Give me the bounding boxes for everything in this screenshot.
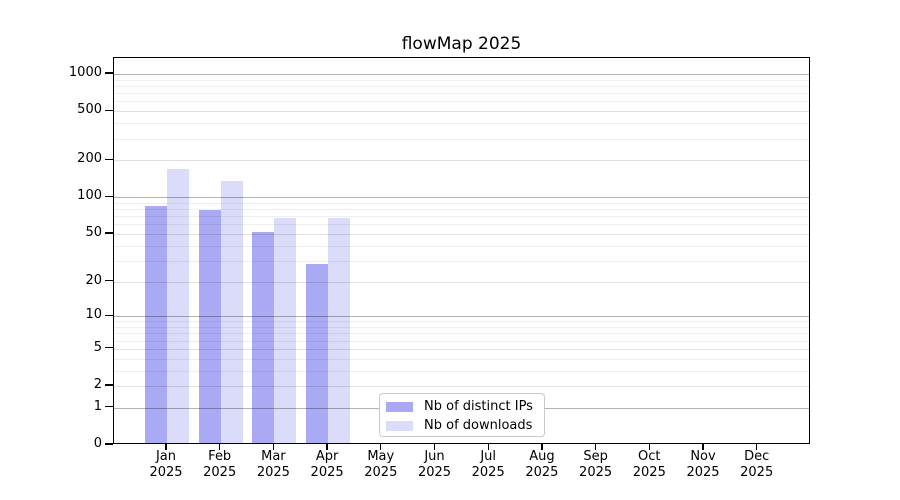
x-tick	[541, 444, 543, 450]
gridline-mid	[114, 281, 809, 283]
y-tick	[105, 384, 113, 386]
y-tick-label: 500	[77, 102, 102, 118]
bar-distinct-ips-apr	[306, 264, 329, 444]
x-tick	[648, 444, 650, 450]
y-tick	[105, 279, 113, 282]
x-tick	[487, 444, 489, 450]
gridline-minor	[114, 327, 809, 328]
x-tick-label-nov: Nov 2025	[686, 449, 720, 480]
x-tick	[165, 444, 167, 450]
x-tick	[594, 444, 597, 450]
gridline-minor	[114, 224, 809, 226]
legend-swatch-downloads	[386, 420, 413, 431]
y-tick-label: 5	[93, 339, 102, 355]
y-tick	[105, 443, 113, 445]
legend-label-downloads: Nb of downloads	[424, 418, 533, 433]
legend-label-distinct-ips: Nb of distinct IPs	[424, 399, 533, 414]
x-tick-label-jul: Jul 2025	[471, 449, 505, 480]
x-tick	[380, 444, 382, 450]
chart-title: flowMap 2025	[401, 34, 522, 54]
x-tick-label-dec: Dec 2025	[740, 449, 774, 480]
y-tick-label: 1	[93, 398, 102, 414]
gridline-minor	[114, 101, 809, 103]
gridline-minor	[114, 209, 809, 210]
x-tick-label-sep: Sep 2025	[579, 449, 613, 480]
y-tick-label: 0	[93, 436, 102, 451]
gridline-mid	[114, 386, 809, 387]
x-tick-label-jun: Jun 2025	[417, 449, 452, 480]
x-tick-label-oct: Oct 2025	[632, 449, 666, 480]
bar-downloads-jan	[167, 168, 189, 444]
bar-distinct-ips-feb	[198, 210, 221, 444]
gridline-minor	[114, 333, 809, 335]
gridline-minor	[114, 260, 809, 262]
y-tick	[105, 232, 113, 234]
gridline-minor	[114, 123, 809, 125]
y-tick	[105, 158, 113, 160]
gridline-minor	[114, 79, 809, 81]
y-tick	[105, 109, 113, 111]
x-tick	[433, 444, 436, 450]
x-tick-label-apr: Apr 2025	[310, 449, 344, 480]
x-tick	[272, 444, 275, 450]
y-tick-label: 10	[85, 307, 102, 323]
x-tick-label-aug: Aug 2025	[525, 449, 559, 480]
bar-downloads-mar	[274, 217, 297, 444]
x-tick-label-feb: Feb 2025	[203, 449, 237, 480]
gridline-mid	[114, 233, 809, 235]
legend-item-downloads: Nb of downloads	[380, 416, 544, 435]
y-tick	[105, 347, 113, 349]
bar-downloads-feb	[220, 181, 243, 444]
gridline-mid	[114, 160, 809, 162]
x-tick	[326, 444, 328, 450]
gridline-minor	[114, 202, 809, 204]
bar-downloads-apr	[328, 217, 351, 444]
x-tick-label-mar: Mar 2025	[256, 449, 290, 480]
y-tick-label: 2	[93, 377, 102, 392]
gridline-major	[114, 197, 809, 199]
y-tick	[105, 195, 113, 197]
y-tick-label: 50	[85, 224, 102, 240]
gridline-minor	[114, 321, 809, 323]
gridline-minor	[114, 340, 809, 342]
bar-distinct-ips-jan	[145, 205, 167, 444]
gridline-minor	[114, 358, 809, 360]
legend-item-distinct-ips: Nb of distinct IPs	[380, 397, 544, 416]
legend-swatch-distinct-ips	[386, 401, 413, 412]
x-tick	[756, 444, 758, 450]
gridline-minor	[114, 138, 809, 140]
x-tick-label-may: May 2025	[364, 449, 398, 480]
bar-distinct-ips-mar	[252, 231, 275, 444]
y-tick	[105, 72, 113, 74]
gridline-mid	[114, 348, 809, 350]
x-tick-label-jan: Jan 2025	[149, 449, 183, 480]
y-tick-label: 200	[77, 151, 102, 167]
gridline-minor	[114, 216, 809, 218]
gridline-minor	[114, 245, 809, 247]
x-tick	[702, 444, 704, 450]
gridline-minor	[114, 370, 809, 372]
gridline-minor	[114, 93, 809, 95]
plot-area	[113, 57, 810, 444]
gridline-minor	[114, 86, 809, 87]
y-tick-label: 20	[85, 272, 102, 288]
x-tick	[219, 444, 221, 450]
y-tick	[105, 406, 113, 408]
gridline-major	[114, 316, 809, 318]
legend: Nb of distinct IPs Nb of downloads	[379, 393, 545, 437]
y-tick-label: 1000	[68, 65, 102, 80]
y-tick	[105, 314, 113, 316]
gridline-major	[114, 74, 809, 75]
gridline-mid	[114, 111, 809, 113]
y-tick-label: 100	[77, 188, 102, 204]
